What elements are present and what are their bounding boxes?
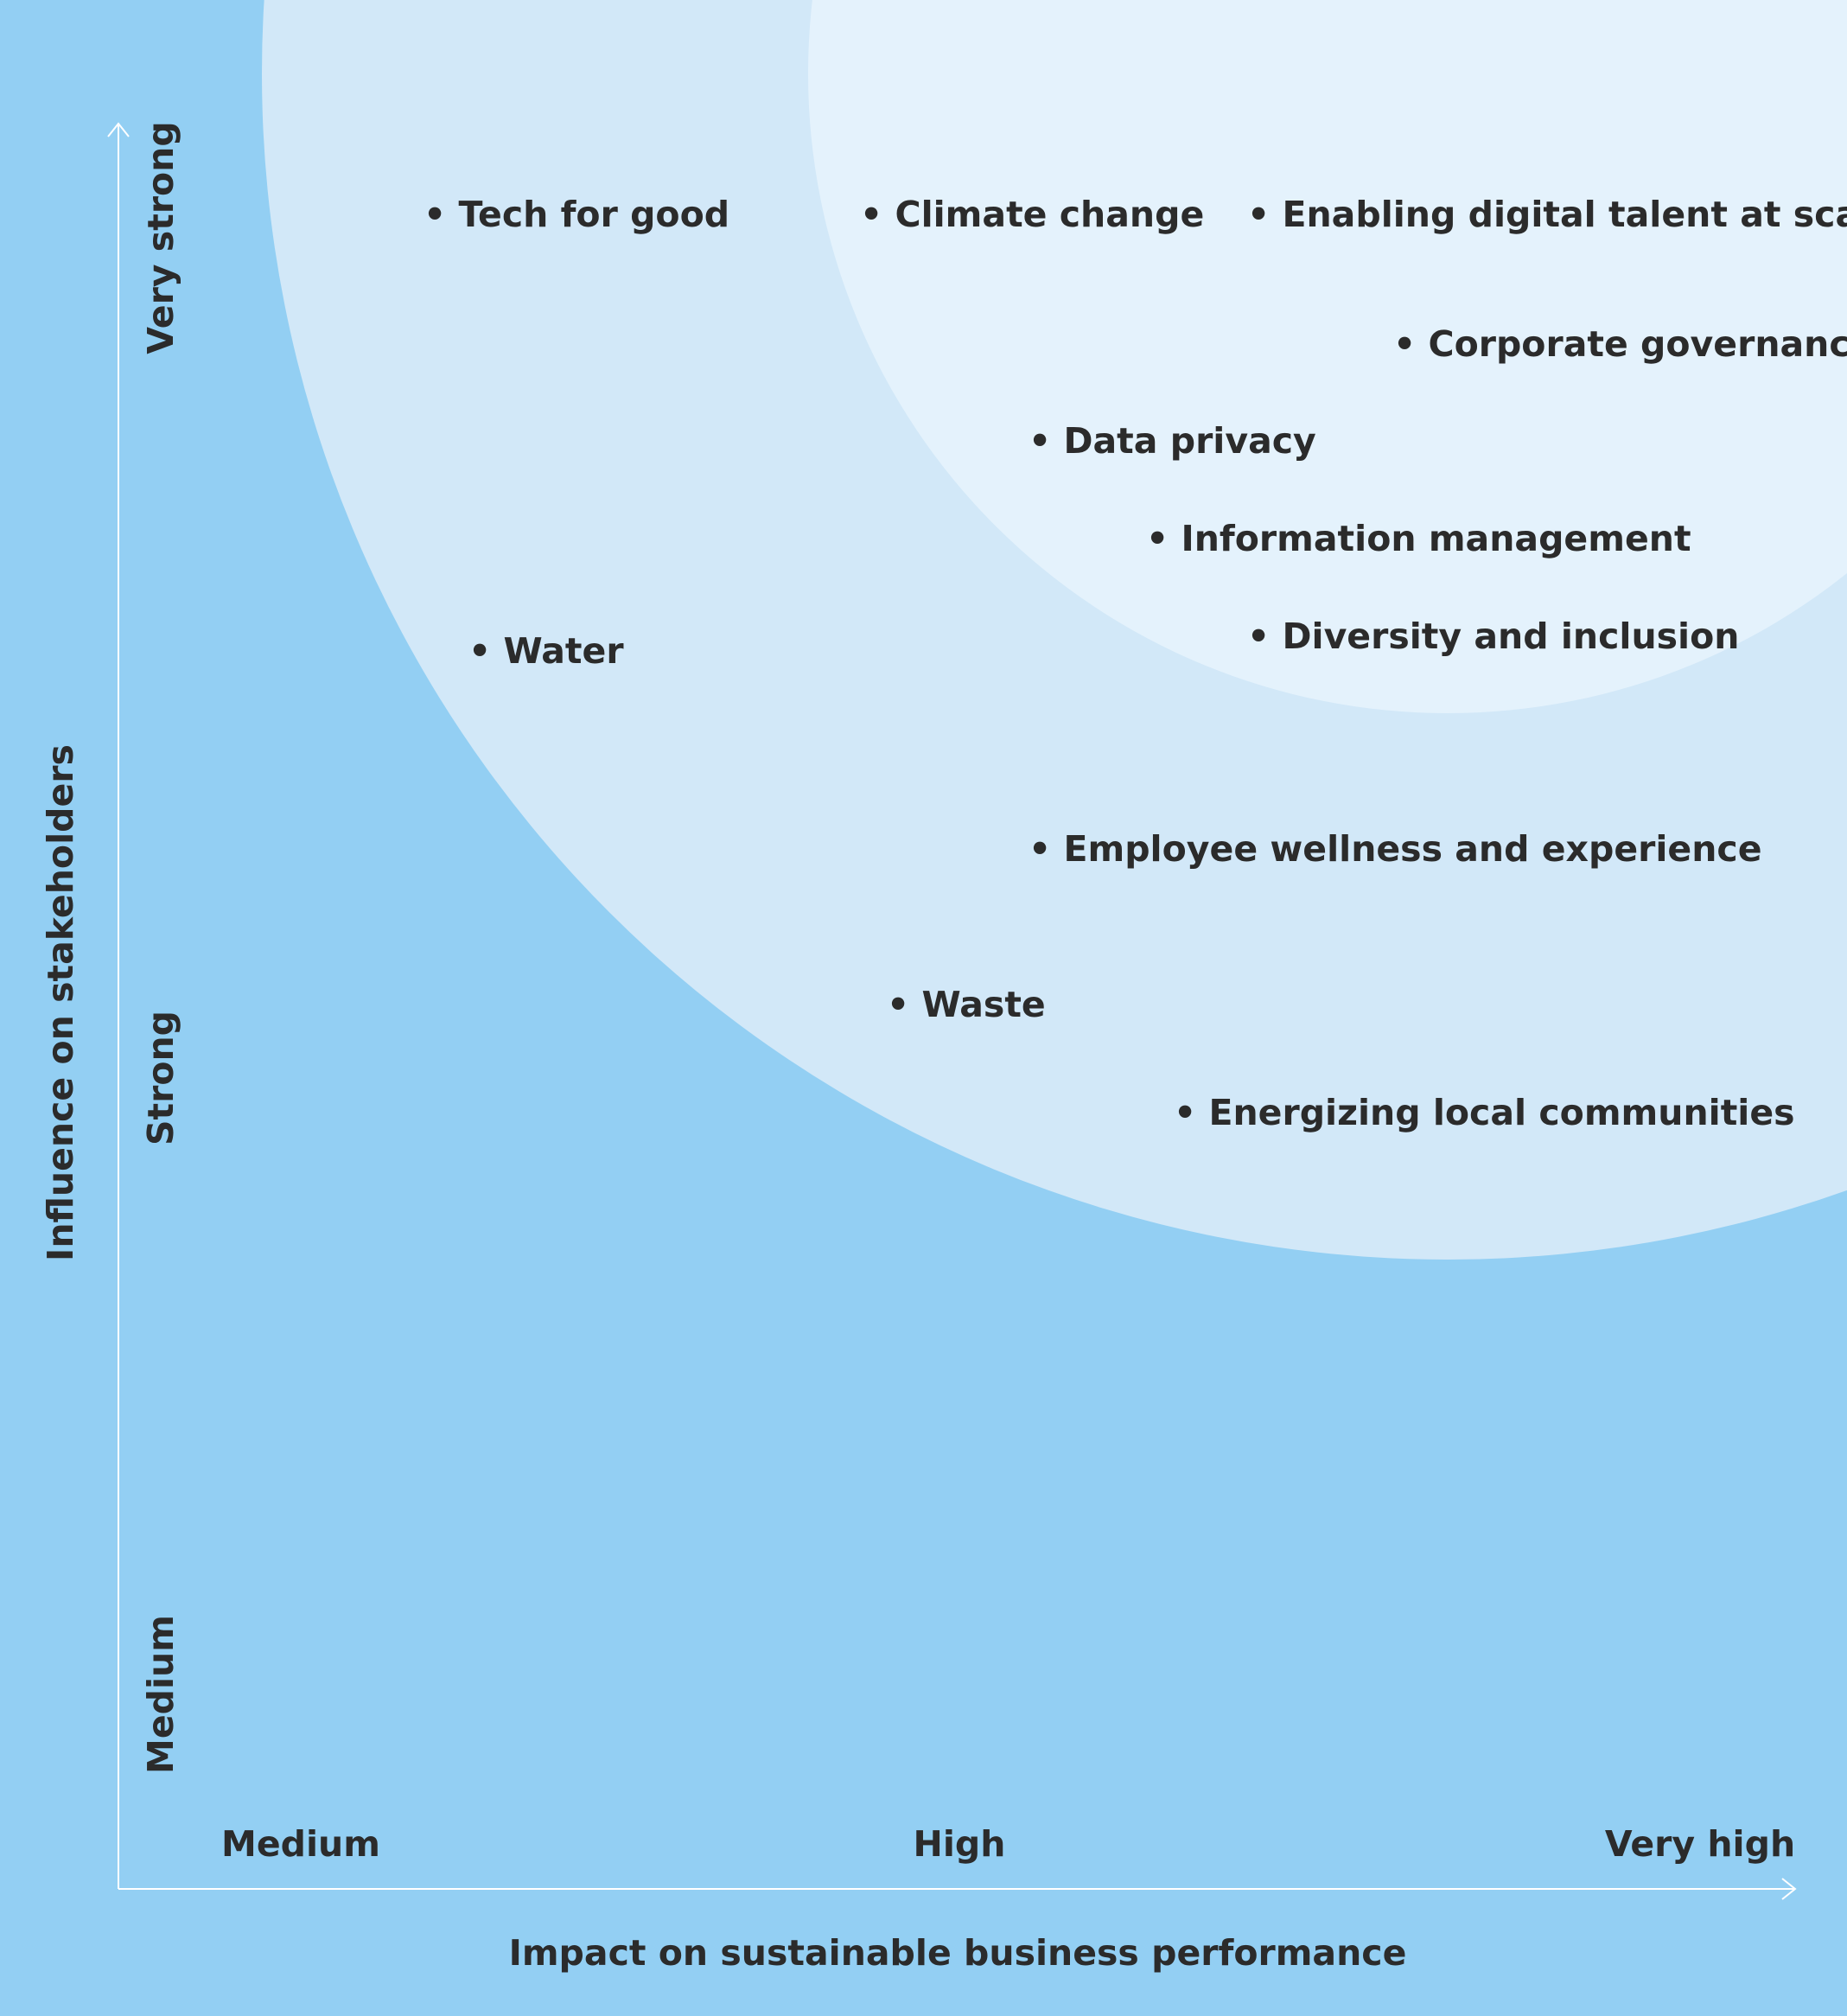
point-diversity-inclusion: • Diversity and inclusion	[1247, 616, 1739, 657]
point-tech-for-good: • Tech for good	[424, 194, 729, 235]
point-corporate-governance: • Corporate governance	[1393, 323, 1847, 365]
topic-points: • Tech for good • Climate change • Enabl…	[424, 194, 1847, 1133]
point-information-management: • Information management	[1146, 518, 1691, 559]
point-climate-change: • Climate change	[860, 194, 1204, 235]
x-tick-very-high: Very high	[1605, 1823, 1795, 1865]
point-waste: • Waste	[887, 984, 1046, 1025]
point-enabling-digital-talent: • Enabling digital talent at scale	[1247, 194, 1847, 235]
point-employee-wellness: • Employee wellness and experience	[1029, 828, 1762, 870]
y-tick-very-strong: Very strong	[140, 121, 182, 354]
point-energizing-communities: • Energizing local communities	[1174, 1092, 1795, 1133]
y-tick-medium: Medium	[140, 1615, 182, 1774]
inner-materiality-zone	[808, 0, 1847, 713]
y-axis-title: Influence on stakeholders	[40, 744, 81, 1261]
y-axis-arrowhead	[107, 122, 130, 137]
x-tick-high: High	[914, 1823, 1006, 1865]
y-tick-strong: Strong	[140, 1011, 182, 1145]
x-tick-medium: Medium	[221, 1823, 380, 1865]
x-axis-title: Impact on sustainable business performan…	[509, 1932, 1407, 1974]
point-data-privacy: • Data privacy	[1029, 420, 1316, 462]
x-axis-arrowhead	[1781, 1878, 1797, 1900]
point-water: • Water	[468, 630, 624, 672]
